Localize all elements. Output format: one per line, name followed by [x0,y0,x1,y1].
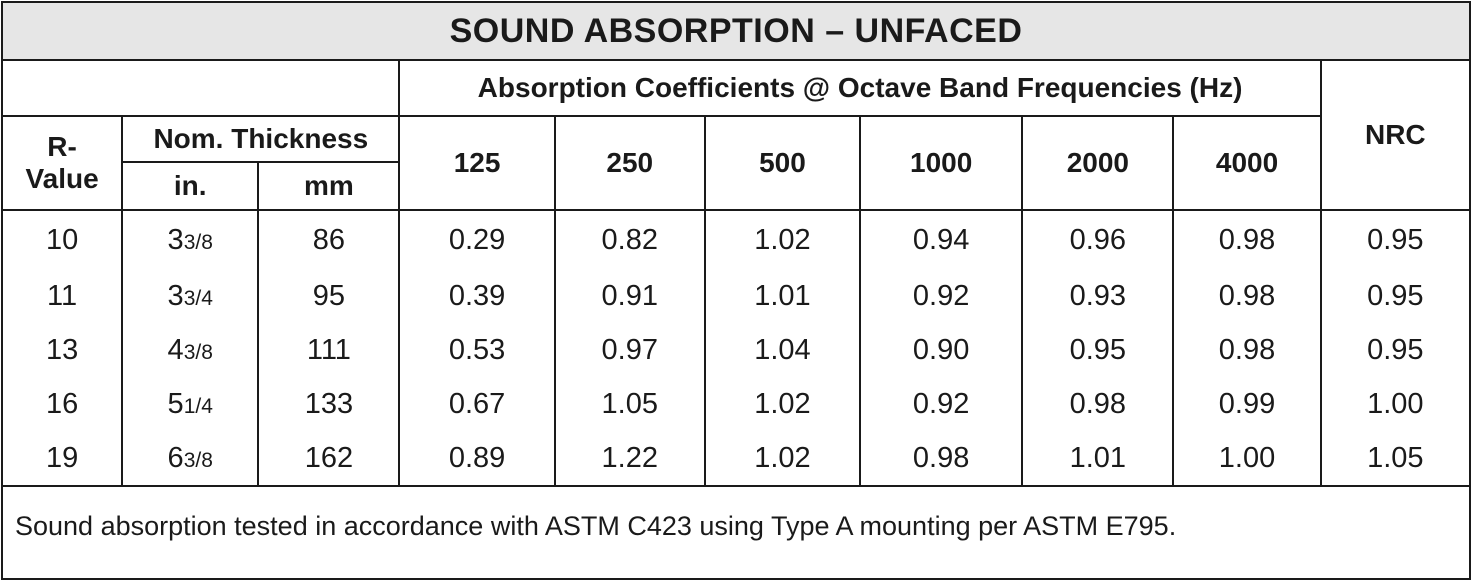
freq-header-1000: 1000 [859,116,1023,211]
table-row: 16 51/4 133 0.67 1.05 1.02 0.92 0.98 0.99 1.00 [3,377,1469,431]
thickness-in-whole: 3 [167,279,184,312]
thickness-mm-cell: 95 [257,269,400,323]
coef-1000-cell: 0.92 [859,377,1023,431]
table-row: 10 33/8 86 0.29 0.82 1.02 0.94 0.96 0.98 0.95 [3,210,1469,269]
nrc-cell: 0.95 [1319,323,1469,377]
coef-4000-cell: 0.98 [1172,210,1321,269]
nrc-cell: 0.95 [1319,210,1469,269]
coef-250-cell: 0.97 [553,323,705,377]
r-value-cell: 19 [45,441,79,474]
table-row: 13 43/8 111 0.53 0.97 1.04 0.90 0.95 0.98 0.95 [3,323,1469,377]
coef-1000-cell: 0.94 [859,210,1023,269]
r-value-cell: 10 [45,223,79,256]
freq-header-250: 250 [553,116,705,211]
coef-1000-cell: 0.92 [859,269,1023,323]
coef-4000-cell: 1.00 [1172,431,1321,486]
coef-125-cell: 0.29 [398,210,555,269]
nrc-cell: 1.05 [1319,431,1469,486]
coef-4000-cell: 0.98 [1172,323,1321,377]
nom-thickness-header: Nom. Thickness [121,115,400,162]
coef-2000-cell: 0.95 [1021,323,1174,377]
coef-4000-cell: 0.99 [1172,377,1321,431]
r-value-header-line2: Value [25,163,99,194]
coef-250-cell: 0.82 [553,210,705,269]
thickness-in-whole: 5 [167,387,184,420]
freq-header-125: 125 [398,116,555,211]
coef-500-cell: 1.04 [703,323,861,377]
coef-250-cell: 1.05 [553,377,705,431]
coef-125-cell: 0.53 [398,323,555,377]
coef-4000-cell: 0.98 [1172,269,1321,323]
coef-2000-cell: 0.98 [1021,377,1174,431]
coef-1000-cell: 0.98 [859,431,1023,486]
freq-header-4000: 4000 [1172,116,1321,211]
thickness-in-fraction: 3/8 [183,340,213,364]
thickness-in-cell: 51/4 [121,377,259,431]
thickness-in-whole: 6 [167,441,184,474]
r-value-cell: 16 [45,387,79,420]
thickness-in-cell: 43/8 [121,323,259,377]
coef-125-cell: 0.89 [398,431,555,486]
coef-500-cell: 1.02 [703,431,861,486]
freq-header-2000: 2000 [1021,116,1174,211]
absorption-group-header: Absorption Coefficients @ Octave Band Fr… [398,60,1321,117]
thickness-in-cell: 33/4 [121,269,259,323]
table-title: SOUND ABSORPTION – UNFACED [3,3,1469,61]
thickness-in-whole: 3 [167,223,184,256]
blank-header-cell [3,60,399,116]
sound-absorption-table: SOUND ABSORPTION – UNFACED Absorption Co… [3,3,1469,565]
table-row: 19 63/8 162 0.89 1.22 1.02 0.98 1.01 1.00 1.05 [3,431,1469,486]
thickness-in-fraction: 1/4 [183,394,213,418]
r-value-header-line1: R- [47,131,77,162]
coef-500-cell: 1.01 [703,269,861,323]
thickness-mm-cell: 86 [257,210,400,269]
thickness-in-fraction: 3/8 [183,230,213,254]
nrc-cell: 1.00 [1319,377,1469,431]
nrc-header: NRC [1319,60,1469,211]
r-value-cell: 11 [47,279,78,312]
coef-125-cell: 0.67 [398,377,555,431]
nrc-cell: 0.95 [1319,269,1469,323]
thickness-mm-cell: 111 [257,323,400,377]
thickness-in-cell: 33/8 [121,210,259,269]
coef-2000-cell: 1.01 [1021,431,1174,486]
mm-header: mm [257,161,400,211]
coef-2000-cell: 0.96 [1021,210,1174,269]
thickness-in-fraction: 3/4 [183,286,213,310]
coef-500-cell: 1.02 [703,377,861,431]
thickness-in-fraction: 3/8 [183,448,213,472]
thickness-mm-cell: 133 [257,377,400,431]
coef-2000-cell: 0.93 [1021,269,1174,323]
coef-125-cell: 0.39 [398,269,555,323]
coef-250-cell: 0.91 [553,269,705,323]
table-row: 11 33/4 95 0.39 0.91 1.01 0.92 0.93 0.98 0.95 [3,269,1469,323]
thickness-in-whole: 4 [167,333,184,366]
thickness-mm-cell: 162 [257,431,400,486]
r-value-cell: 13 [45,333,79,366]
freq-header-500: 500 [703,116,861,211]
in-header: in. [121,161,259,211]
r-value-header: R- Value [3,115,123,211]
thickness-in-cell: 63/8 [121,431,259,486]
coef-1000-cell: 0.90 [859,323,1023,377]
coef-500-cell: 1.02 [703,210,861,269]
coef-250-cell: 1.22 [553,431,705,486]
footnote: Sound absorption tested in accordance wi… [3,485,1469,565]
